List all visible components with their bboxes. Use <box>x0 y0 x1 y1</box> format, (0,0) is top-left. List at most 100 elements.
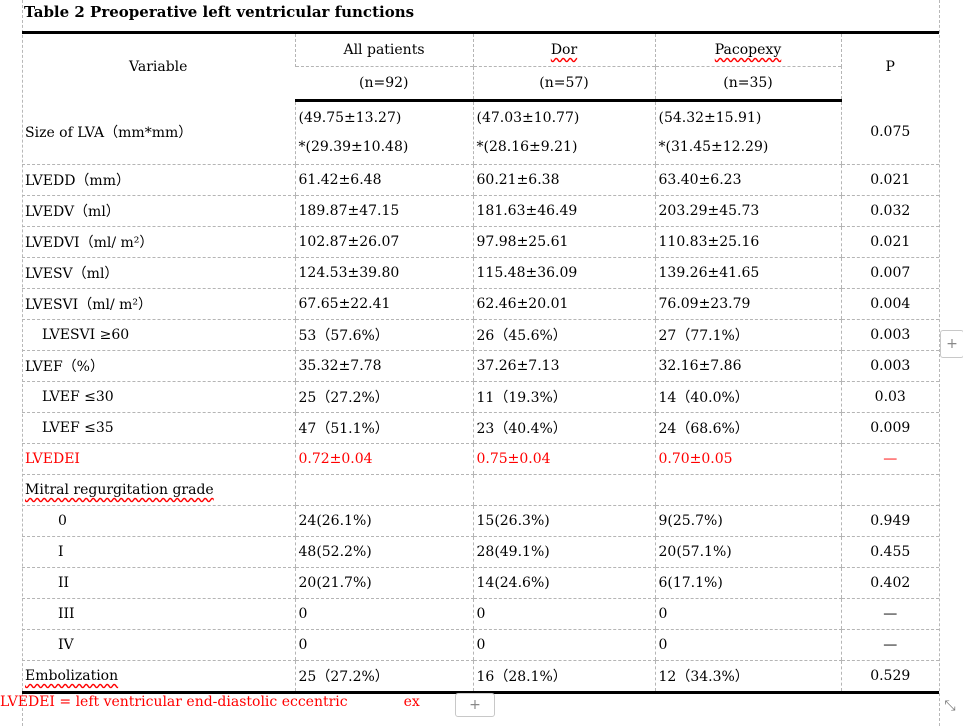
table-row: 0 24(26.1%) 15(26.3%) 9(25.7%) 0.949 <box>22 505 939 537</box>
cell-p: 0.004 <box>840 288 939 320</box>
cell-paco: 110.83±25.16 <box>654 226 841 258</box>
cell-p: 0.03 <box>840 381 939 413</box>
header-n-row: (n=92) (n=57) (n=35) <box>22 66 939 102</box>
cell-p: — <box>840 629 939 661</box>
table-row: I 48(52.2%) 28(49.1%) 20(57.1%) 0.455 <box>22 536 939 568</box>
cell-dor: 26（45.6%） <box>472 319 655 351</box>
cell-p: 0.021 <box>840 164 939 196</box>
cell-paco: 9(25.7%) <box>654 505 841 537</box>
cell-p: 0.007 <box>840 257 939 289</box>
row-label: LVEF（%） <box>22 350 295 382</box>
cell-all <box>294 474 473 506</box>
table-row: LVESVI（ml/ m²） 67.65±22.41 62.46±20.01 7… <box>22 288 939 320</box>
table-row: Embolization 25（27.2%） 16（28.1%） 12（34.3… <box>22 660 939 694</box>
cell-all: 0 <box>294 598 473 630</box>
cell-paco: 32.16±7.86 <box>654 350 841 382</box>
cell-all: 124.53±39.80 <box>294 257 473 289</box>
lv-function-table[interactable]: Variable All patients Dor Pacopexy P (n=… <box>22 31 939 694</box>
cell-all: 47（51.1%） <box>294 412 473 444</box>
cell-p: 0.075 <box>840 100 939 165</box>
header-dor-n: (n=57) <box>472 66 655 102</box>
cell-dor: 15(26.3%) <box>472 505 655 537</box>
cell-dor: 14(24.6%) <box>472 567 655 599</box>
cell-paco: 203.29±45.73 <box>654 195 841 227</box>
cell-dor: (47.03±10.77) *(28.16±9.21) <box>472 100 655 165</box>
cell-all: 0 <box>294 629 473 661</box>
cell-p: 0.949 <box>840 505 939 537</box>
row-label: IV <box>22 629 295 661</box>
row-label: LVESVI ≥60 <box>22 319 295 351</box>
cell-paco: 0 <box>654 629 841 661</box>
table-row: LVESV（ml） 124.53±39.80 115.48±36.09 139.… <box>22 257 939 289</box>
cell-dor: 0 <box>472 629 655 661</box>
table-row: LVESVI ≥60 53（57.6%） 26（45.6%） 27（77.1%）… <box>22 319 939 351</box>
cell-paco <box>654 474 841 506</box>
cell-dor: 16（28.1%） <box>472 660 655 694</box>
cell-paco: 139.26±41.65 <box>654 257 841 289</box>
cell-paco: 20(57.1%) <box>654 536 841 568</box>
row-label: 0 <box>22 505 295 537</box>
cell-paco: 0 <box>654 598 841 630</box>
table-row: LVEDV（ml） 189.87±47.15 181.63±46.49 203.… <box>22 195 939 227</box>
cell-p: 0.455 <box>840 536 939 568</box>
row-label: Size of LVA（mm*mm） <box>22 100 295 165</box>
table-row: Mitral regurgitation grade <box>22 474 939 506</box>
cell-dor: 115.48±36.09 <box>472 257 655 289</box>
table-row: IV 0 0 0 — <box>22 629 939 661</box>
table-row: LVEF ≤35 47（51.1%） 23（40.4%） 24（68.6%） 0… <box>22 412 939 444</box>
cell-paco: 24（68.6%） <box>654 412 841 444</box>
table-row: LVEDEI 0.72±0.04 0.75±0.04 0.70±0.05 — <box>22 443 939 475</box>
cell-dor: 97.98±25.61 <box>472 226 655 258</box>
cell-dor: 11（19.3%） <box>472 381 655 413</box>
row-label: LVEDVI（ml/ m²） <box>22 226 295 258</box>
cell-all: (49.75±13.27) *(29.39±10.48) <box>294 100 473 165</box>
cell-p <box>840 474 939 506</box>
table-row: LVEDD（mm） 61.42±6.48 60.21±6.38 63.40±6.… <box>22 164 939 196</box>
add-column-button[interactable]: + <box>940 330 963 358</box>
row-label: Embolization <box>22 660 295 694</box>
table-row: II 20(21.7%) 14(24.6%) 6(17.1%) 0.402 <box>22 567 939 599</box>
row-label: LVEDV（ml） <box>22 195 295 227</box>
add-row-button[interactable]: + <box>455 693 495 717</box>
row-label: LVEF ≤30 <box>22 381 295 413</box>
header-all-patients: All patients <box>294 31 473 67</box>
table-row: III 0 0 0 — <box>22 598 939 630</box>
cell-all: 25（27.2%） <box>294 381 473 413</box>
row-label: LVEF ≤35 <box>22 412 295 444</box>
row-label: Mitral regurgitation grade <box>22 474 295 506</box>
table-caption: Table 2 Preoperative left ventricular fu… <box>24 3 415 21</box>
cell-dor: 0.75±0.04 <box>472 443 655 475</box>
cell-dor: 23（40.4%） <box>472 412 655 444</box>
grid-line <box>939 0 940 726</box>
cell-all: 189.87±47.15 <box>294 195 473 227</box>
cell-paco: 0.70±0.05 <box>654 443 841 475</box>
cell-all: 102.87±26.07 <box>294 226 473 258</box>
cell-dor: 28(49.1%) <box>472 536 655 568</box>
header-all-n: (n=92) <box>295 66 473 102</box>
cell-dor: 60.21±6.38 <box>472 164 655 196</box>
cell-paco: 76.09±23.79 <box>654 288 841 320</box>
row-label: LVESV（ml） <box>22 257 295 289</box>
cell-p: 0.003 <box>840 350 939 382</box>
row-label: III <box>22 598 295 630</box>
cell-all: 0.72±0.04 <box>294 443 473 475</box>
cell-all: 20(21.7%) <box>294 567 473 599</box>
row-label: II <box>22 567 295 599</box>
table-row: Size of LVA（mm*mm） (49.75±13.27) *(29.39±… <box>22 100 939 165</box>
cell-dor: 62.46±20.01 <box>472 288 655 320</box>
cell-paco: 6(17.1%) <box>654 567 841 599</box>
header-dor: Dor <box>472 31 655 67</box>
row-label: LVESVI（ml/ m²） <box>22 288 295 320</box>
table-row: LVEF ≤30 25（27.2%） 11（19.3%） 14（40.0%） 0… <box>22 381 939 413</box>
table-footnote: LVEDEI = left ventricular end-diastolic … <box>0 694 420 710</box>
cell-dor <box>472 474 655 506</box>
cell-p: 0.032 <box>840 195 939 227</box>
cell-p: 0.021 <box>840 226 939 258</box>
cell-paco: (54.32±15.91) *(31.45±12.29) <box>654 100 841 165</box>
cell-all: 53（57.6%） <box>294 319 473 351</box>
resize-handle-icon[interactable]: ⤡ <box>944 698 956 714</box>
cell-p: 0.529 <box>840 660 939 694</box>
cell-paco: 12（34.3%） <box>654 660 841 694</box>
cell-p: — <box>840 598 939 630</box>
cell-all: 48(52.2%) <box>294 536 473 568</box>
